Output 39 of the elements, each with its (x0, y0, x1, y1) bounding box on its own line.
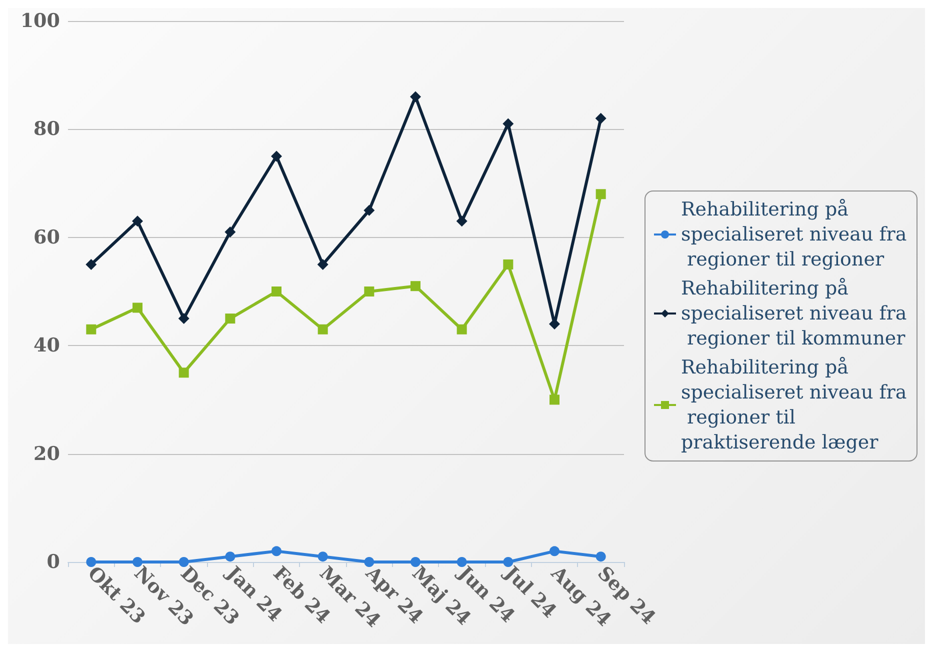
y-tick-label: 60 (34, 226, 60, 248)
point (364, 204, 375, 216)
point (225, 314, 236, 324)
point (456, 324, 467, 334)
legend-label: Rehabilitering på specialiseret niveau fra regioner til regioner (681, 198, 907, 270)
point (550, 394, 560, 405)
point (410, 91, 421, 102)
legend-label: Rehabilitering på specialiseret niveau fra regioner til praktiserende læger (681, 356, 907, 454)
y-tick-label: 100 (20, 10, 60, 32)
y-tick-label: 20 (34, 442, 60, 465)
y-tick-label: 0 (46, 551, 60, 573)
point (456, 216, 468, 227)
point (225, 552, 236, 562)
point (596, 552, 606, 562)
point (317, 258, 328, 270)
point (178, 313, 190, 324)
point (502, 118, 514, 130)
point (224, 226, 236, 238)
point (364, 557, 374, 567)
point (410, 281, 420, 292)
point (364, 286, 374, 296)
point (550, 546, 560, 556)
point (132, 302, 142, 313)
point (595, 112, 606, 124)
point (271, 150, 282, 162)
point (132, 216, 143, 227)
point (86, 324, 96, 334)
y-tick-label: 80 (34, 118, 60, 140)
legend-label: Rehabilitering på specialiseret niveau fra regioner til kommuner (681, 278, 907, 350)
point (318, 552, 328, 562)
y-tick-label: 40 (34, 334, 60, 357)
point (86, 258, 97, 270)
point (272, 546, 282, 556)
point (272, 286, 282, 296)
point (503, 259, 514, 270)
point (318, 324, 328, 334)
point (596, 189, 606, 200)
point (178, 368, 189, 378)
point (86, 557, 96, 567)
